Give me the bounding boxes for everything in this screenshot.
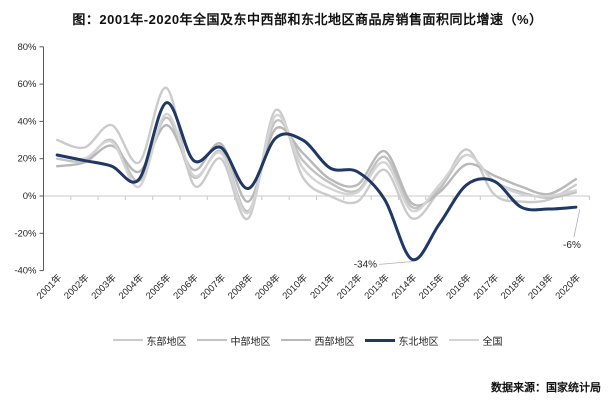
legend-swatch: [196, 339, 227, 341]
legend-label: 东北地区: [398, 336, 439, 348]
annotation-leader: [379, 261, 415, 265]
x-axis-label: 2015年: [416, 271, 447, 302]
legend-item-1: 中部地区: [196, 333, 271, 348]
x-axis-label: 2019年: [526, 271, 557, 302]
legend-label: 中部地区: [230, 336, 271, 348]
x-axis-label: 2014年: [389, 271, 420, 302]
x-axis-label: 2020年: [553, 271, 584, 302]
legend-label: 西部地区: [314, 336, 355, 348]
legend-label: 全国: [482, 336, 503, 348]
legend-item-3: 东北地区: [364, 333, 439, 348]
x-axis-label: 2010年: [280, 271, 311, 302]
x-axis-label: 2004年: [116, 271, 147, 302]
legend-label: 东部地区: [146, 336, 187, 348]
x-axis-label: 2016年: [444, 271, 475, 302]
series-line-2: [55, 123, 578, 207]
legend: 东部地区 中部地区 西部地区 东北地区 全国: [0, 331, 615, 349]
x-axis-label: 2017年: [471, 271, 502, 302]
x-axis-label: 2012年: [334, 271, 365, 302]
x-axis-label: 2009年: [253, 271, 284, 302]
y-axis-label: 80%: [17, 42, 37, 53]
legend-item-4: 全国: [448, 333, 503, 348]
legend-swatch: [112, 339, 143, 341]
x-axis-label: 2003年: [89, 271, 120, 302]
data-source: 数据来源：国家统计局: [491, 382, 601, 394]
series-line-3: [55, 101, 578, 262]
chart-title: 图：2001年-2020年全国及东中西部和东北地区商品房销售面积同比增速（%）: [72, 12, 543, 27]
y-axis-label: 40%: [17, 116, 37, 127]
y-axis-label: -20%: [14, 228, 37, 239]
annotation-leader: [573, 209, 581, 238]
x-axis-label: 2013年: [362, 271, 393, 302]
x-axis-label: 2005年: [143, 271, 174, 302]
y-axis-label: 60%: [17, 79, 37, 90]
x-axis-label: 2011年: [308, 271, 338, 301]
annotation-end-value: -6%: [563, 240, 581, 251]
x-axis-label: 2007年: [198, 271, 229, 302]
x-axis-label: 2018年: [498, 271, 529, 302]
x-axis-label: 2002年: [61, 271, 92, 302]
y-axis-label: 0%: [23, 191, 37, 202]
y-axis-label: -40%: [14, 266, 37, 277]
x-axis-label: 2008年: [225, 271, 256, 302]
legend-swatch: [364, 338, 395, 342]
legend-item-2: 西部地区: [280, 333, 355, 348]
legend-swatch: [448, 339, 479, 341]
x-axis-label: 2001年: [34, 271, 65, 302]
annotation-min-value: -34%: [354, 259, 377, 270]
legend-swatch: [280, 339, 311, 341]
series-line-4: [55, 112, 578, 215]
legend-item-0: 东部地区: [112, 333, 187, 348]
y-axis-label: 20%: [17, 154, 37, 165]
x-axis-label: 2006年: [171, 271, 202, 302]
